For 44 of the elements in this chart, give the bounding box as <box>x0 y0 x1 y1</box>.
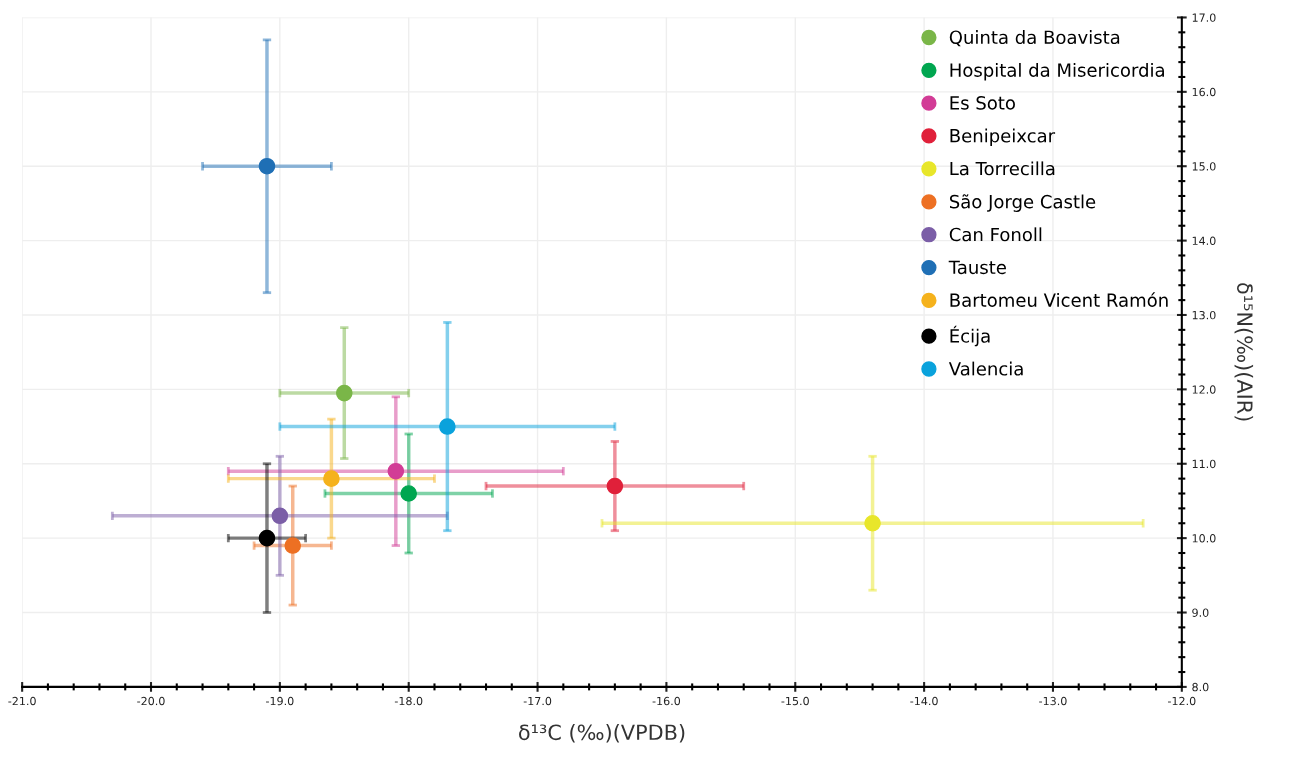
y-tick-label: 13.0 <box>1192 310 1216 320</box>
y-tick-label: 15.0 <box>1192 162 1216 171</box>
y-tick-label: 17.0 <box>1192 13 1216 22</box>
legend-label: São Jorge Castle <box>949 194 1096 212</box>
legend-label: Bartomeu Vicent Ramón <box>950 292 1168 307</box>
legend-label: Hospital da Misericordia <box>950 62 1164 81</box>
x-tick-label: -21.0 <box>8 696 36 706</box>
point <box>864 514 881 532</box>
legend-label: Can Fonoll <box>949 227 1042 242</box>
point <box>400 485 418 502</box>
y-tick-label: 9.0 <box>1192 608 1209 617</box>
x-tick-label: -20.0 <box>137 696 165 706</box>
legend-label: Benipeixcar <box>950 128 1056 147</box>
point <box>258 157 276 175</box>
y-tick-label: 14.0 <box>1192 236 1216 245</box>
point <box>271 507 289 525</box>
legend-label: Valencia <box>948 361 1023 376</box>
legend-label: Es Soto <box>950 96 1015 110</box>
x-tick-label: -19.0 <box>266 696 294 706</box>
legend-label: Écija <box>950 325 990 347</box>
x-axis-title: δ¹³C (‰)(VPDB) <box>519 724 685 743</box>
x-tick-label: -12.0 <box>1167 696 1196 706</box>
y-tick-label: 10.0 <box>1192 534 1216 543</box>
y-axis-title: δ¹⁵N(‰)(AIR) <box>1234 283 1254 421</box>
y-tick-label: 12.0 <box>1192 385 1216 394</box>
x-tick-label: -15.0 <box>781 696 809 706</box>
x-tick-label: -17.0 <box>523 696 552 706</box>
y-tick-label: 8.0 <box>1192 682 1209 692</box>
y-tick-label: 16.0 <box>1192 87 1216 97</box>
point <box>284 537 302 554</box>
point <box>606 477 624 495</box>
x-tick-label: -13.0 <box>1039 696 1067 706</box>
point <box>335 384 353 402</box>
point <box>387 462 405 480</box>
legend-label: La Torrecilla <box>950 161 1055 176</box>
x-tick-label: -18.0 <box>394 696 423 706</box>
point <box>439 418 456 435</box>
point <box>258 529 276 547</box>
point <box>323 470 340 487</box>
x-tick-label: -16.0 <box>652 696 681 706</box>
legend-label: Quinta da Boavista <box>949 30 1120 47</box>
y-tick-label: 11.0 <box>1192 459 1216 469</box>
x-tick-label: -14.0 <box>910 696 938 706</box>
legend-label: Tauste <box>948 260 1006 275</box>
